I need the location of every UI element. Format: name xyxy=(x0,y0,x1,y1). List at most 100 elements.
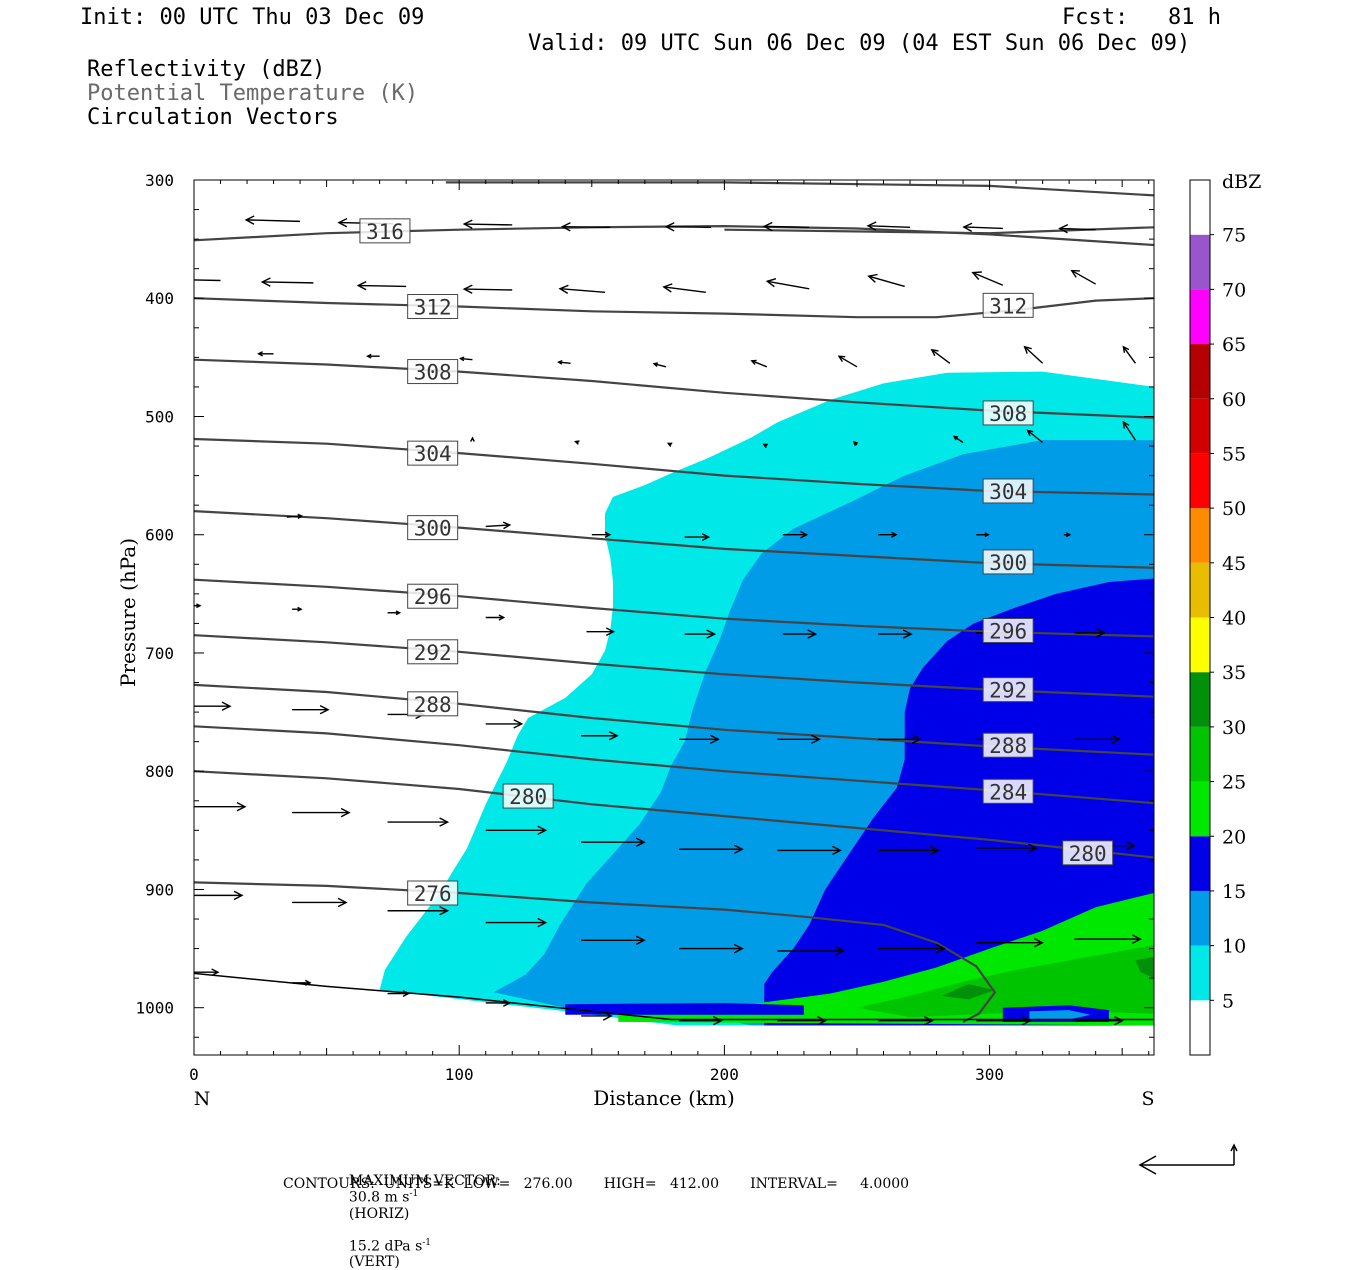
vector-shaft xyxy=(972,271,1004,286)
colorbar-swatch xyxy=(1190,726,1210,782)
vector-shaft xyxy=(867,225,911,228)
colorbar-swatch xyxy=(1190,945,1210,1001)
vector-head xyxy=(799,530,809,539)
theta-label-text: 316 xyxy=(366,220,404,244)
vector-head xyxy=(498,614,506,621)
vector-head xyxy=(911,734,922,745)
circulation-vector xyxy=(976,843,1038,853)
theta-label-box xyxy=(407,294,459,320)
x-axis-label: Distance (km) xyxy=(593,1086,735,1110)
vector-head xyxy=(962,222,973,233)
vector-head xyxy=(233,890,244,901)
vector-shaft xyxy=(868,275,905,288)
vector-head xyxy=(835,946,845,956)
vector-head xyxy=(1065,532,1072,538)
theta-label-text: 312 xyxy=(414,296,452,320)
theta-label-text: 300 xyxy=(414,517,452,541)
vector-head xyxy=(902,629,913,639)
vector-head xyxy=(608,731,619,741)
theta-label-text: 300 xyxy=(989,551,1027,575)
vector-head xyxy=(140,214,148,222)
vector-head xyxy=(935,943,946,954)
vector-head xyxy=(929,845,940,856)
theta-label-text: 276 xyxy=(414,882,452,906)
theta-label-316: 316 xyxy=(359,218,411,244)
vector-shaft xyxy=(1071,269,1097,285)
theta-label-box xyxy=(982,732,1034,758)
theta-label-box xyxy=(982,292,1034,318)
reflectivity-region-25dbz xyxy=(857,945,1154,1018)
theta-label-288: 288 xyxy=(407,691,459,717)
vector-shaft xyxy=(194,279,221,282)
vector-head xyxy=(574,440,580,445)
x-tick-label: 200 xyxy=(710,1065,739,1084)
circulation-vector xyxy=(662,283,706,294)
reflectivity-fill-layer xyxy=(379,371,1154,1026)
colorbar-label: 35 xyxy=(1222,662,1246,684)
vector-head xyxy=(236,801,247,812)
vector-head xyxy=(1114,1015,1124,1026)
vector-shaft xyxy=(262,281,314,284)
circulation-vector xyxy=(1070,269,1097,285)
vector-head xyxy=(469,436,475,442)
colorbar-label: 5 xyxy=(1222,990,1234,1012)
circulation-vector xyxy=(652,362,667,368)
vector-head xyxy=(557,359,563,365)
circulation-vector xyxy=(485,521,512,530)
vector-head xyxy=(635,935,646,946)
reflectivity-region-30dbz xyxy=(941,984,995,1000)
vector-head xyxy=(709,734,720,745)
vector-head xyxy=(832,845,842,856)
colorbar-swatch xyxy=(1190,617,1210,673)
vector-head xyxy=(439,817,450,827)
circulation-vector xyxy=(1074,628,1106,638)
circulation-vector xyxy=(777,734,821,745)
contours-summary: CONTOURS: UNITS=K LOW= 276.00 HIGH= 412.… xyxy=(283,1176,910,1192)
circulation-vector xyxy=(292,897,348,908)
theta-contour-288 xyxy=(194,683,1154,756)
circulation-vector xyxy=(867,273,905,288)
theta-label-box xyxy=(407,583,459,609)
vector-shaft xyxy=(194,218,195,220)
circulation-vector xyxy=(140,214,195,222)
theta-label-280: 280 xyxy=(502,783,554,809)
x-tick-label: 0 xyxy=(189,1065,199,1084)
circulation-vector xyxy=(777,946,845,956)
circulation-vector xyxy=(750,359,768,368)
vector-head xyxy=(762,443,768,449)
circulation-vector xyxy=(1122,345,1137,364)
south-end-label: S xyxy=(1141,1088,1154,1110)
vector-head xyxy=(602,1011,613,1021)
theta-label-312: 312 xyxy=(407,294,459,320)
theta-label-292: 292 xyxy=(407,639,459,665)
circulation-vector xyxy=(1074,734,1121,745)
vector-shaft xyxy=(666,225,712,228)
circulation-vector xyxy=(852,440,859,446)
reflectivity-region-15dbz xyxy=(565,1003,804,1015)
theta-label-layer: 316 312 312 308 308 304 304 300 300 296 296 292 292 2… xyxy=(359,218,1114,906)
horiz-unit-exponent: -1 xyxy=(409,1189,419,1199)
theta-label-284: 284 xyxy=(982,778,1034,804)
vector-head xyxy=(1096,628,1106,638)
vector-head xyxy=(260,277,271,287)
theta-label-box xyxy=(982,400,1034,426)
vector-head xyxy=(458,356,465,362)
circulation-vector xyxy=(878,943,946,954)
vector-head xyxy=(502,521,512,530)
circulation-vector xyxy=(1074,1015,1124,1026)
y-tick-label: 1000 xyxy=(135,999,174,1018)
circulation-vector xyxy=(194,968,220,977)
vector-head xyxy=(852,440,859,446)
circulation-vector xyxy=(930,348,951,364)
colorbar-swatch xyxy=(1190,836,1210,891)
circulation-vector xyxy=(777,845,842,856)
circulation-vector xyxy=(560,222,611,232)
vector-head xyxy=(502,999,512,1007)
colorbar-label: 30 xyxy=(1222,717,1246,739)
max-vector-line: MAXIMUM VECTOR: 30.8 m s-1 (HORIZ) 15.2 … xyxy=(340,1157,501,1270)
vector-head xyxy=(867,273,878,283)
circulation-vector xyxy=(581,731,619,741)
theta-label-text: 308 xyxy=(414,361,452,385)
circulation-vector xyxy=(1058,223,1096,234)
vector-head xyxy=(891,531,898,538)
